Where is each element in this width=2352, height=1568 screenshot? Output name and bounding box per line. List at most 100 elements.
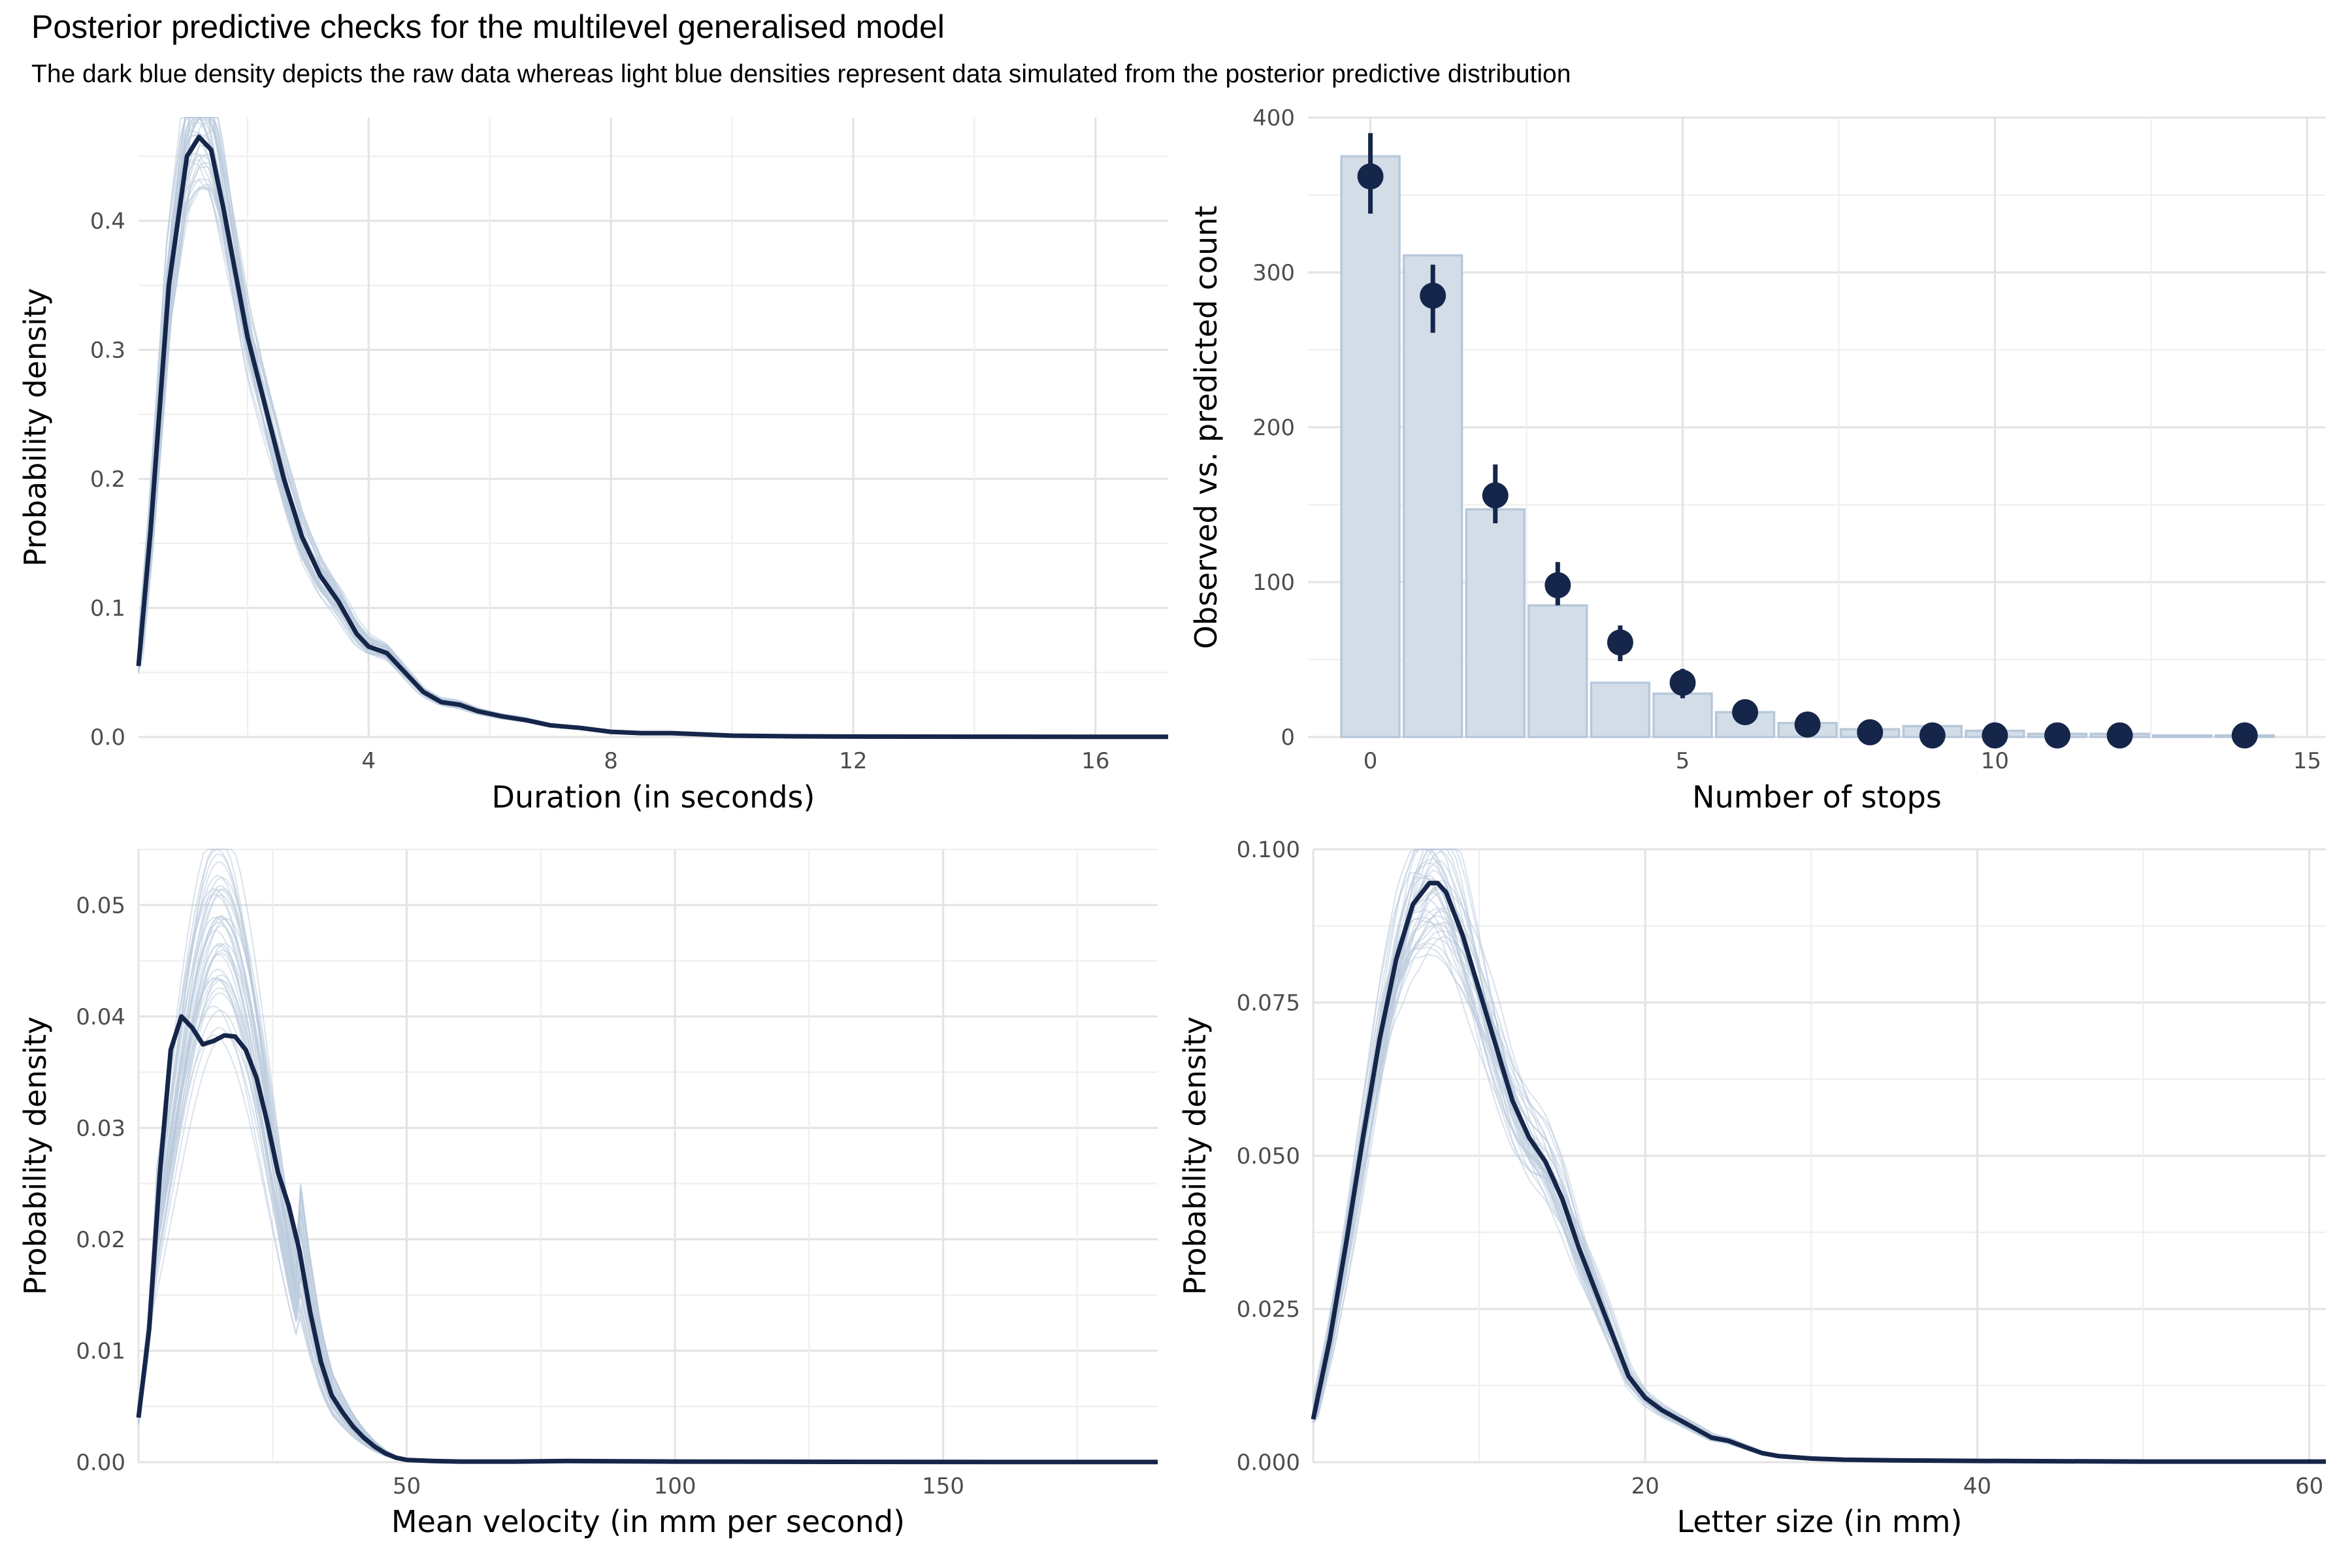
y-tick-label: 0.000 [1237, 1450, 1300, 1476]
x-tick-label: 10 [1981, 748, 2009, 774]
y-tick-label: 100 [1252, 570, 1295, 596]
replicated-density-line [1313, 946, 2326, 1463]
replicated-density-line [1313, 917, 2326, 1463]
y-tick-label: 300 [1252, 260, 1295, 286]
replicated-density-line [138, 152, 1168, 738]
replicated-density-line [138, 154, 1168, 738]
gridlines [137, 848, 1158, 1463]
replicated-density-line [138, 134, 1168, 738]
y-axis-title: Probability density [18, 1017, 53, 1295]
replicated-density-line [138, 943, 1158, 1463]
replicated-density-line [138, 122, 1168, 738]
predicted-point-2 [1482, 482, 1509, 509]
replicated-density-line [138, 188, 1168, 738]
replicated-density-line [1313, 891, 2326, 1463]
replicated-density-line [138, 117, 1168, 738]
replicated-density-line [138, 917, 1158, 1463]
x-tick-label: 150 [922, 1473, 964, 1499]
bar-stops-1 [1402, 254, 1463, 738]
observed-bars [1340, 155, 2275, 738]
x-tick-label: 60 [2295, 1473, 2323, 1499]
replicated-density-line [138, 930, 1158, 1463]
page-title: Posterior predictive checks for the mult… [31, 8, 945, 45]
y-axis-title: Probability density [18, 288, 53, 566]
replicated-density-line [138, 166, 1168, 738]
replicated-density-line [1313, 936, 2326, 1463]
replicated-density-line [138, 921, 1158, 1463]
replicated-density-line [138, 117, 1168, 738]
predicted-point-11 [2044, 722, 2070, 749]
y-tick-label: 0.4 [90, 208, 125, 235]
replicated-density-line [138, 117, 1168, 738]
replicated-densities [138, 848, 1158, 1463]
replicated-density-line [138, 144, 1168, 738]
replicated-density-line [138, 885, 1158, 1463]
replicated-density-line [1313, 879, 2326, 1463]
y-tick-label: 0.3 [90, 338, 125, 364]
replicated-density-line [138, 117, 1168, 738]
replicated-density-line [138, 117, 1168, 738]
replicated-density-line [138, 116, 1168, 738]
y-tick-label: 0.02 [76, 1227, 125, 1253]
replicated-density-line [138, 876, 1158, 1463]
y-tick-label: 0.050 [1237, 1143, 1300, 1169]
replicated-density-line [1313, 878, 2326, 1463]
replicated-density-line [1313, 923, 2326, 1463]
replicated-density-line [138, 949, 1158, 1463]
y-tick-label: 0.03 [76, 1115, 125, 1141]
replicated-density-line [138, 117, 1168, 738]
y-tick-label: 0.01 [76, 1338, 125, 1364]
predicted-point-5 [1669, 670, 1696, 696]
y-axis-title: Probability density [1177, 1017, 1213, 1295]
replicated-density-line [138, 161, 1168, 738]
predicted-intervals [1357, 133, 2258, 749]
x-tick-labels: 50 100 150 [393, 1473, 964, 1499]
replicated-density-line [138, 849, 1158, 1463]
y-tick-labels: 0.000 0.025 0.050 0.075 0.100 [1237, 837, 1300, 1476]
panel-letter_size: 0.000 0.025 0.050 0.075 0.100 20 40 60 Letter si… [1177, 837, 2327, 1539]
predicted-point-14 [2231, 722, 2258, 749]
x-tick-label: 16 [1081, 748, 1109, 774]
replicated-density-line [1313, 909, 2326, 1463]
x-tick-label: 12 [839, 748, 867, 774]
replicated-density-line [138, 117, 1168, 738]
x-tick-label: 4 [361, 748, 376, 774]
replicated-density-line [138, 118, 1168, 738]
replicated-density-line [138, 117, 1168, 738]
replicated-density-line [138, 117, 1168, 738]
y-tick-label: 0.100 [1237, 837, 1300, 863]
replicated-density-line [138, 943, 1158, 1463]
replicated-density-line [138, 117, 1168, 738]
observed-density-line [136, 135, 1169, 740]
y-tick-label: 400 [1252, 105, 1295, 131]
replicated-density-line [138, 861, 1158, 1463]
replicated-density-line [138, 159, 1168, 738]
x-axis-title: Duration (in seconds) [492, 779, 815, 815]
replicated-density-line [138, 117, 1168, 738]
replicated-density-line [138, 133, 1168, 738]
bar-stops-5 [1652, 692, 1713, 738]
y-tick-label: 0.05 [76, 892, 125, 919]
replicated-density-line [138, 894, 1158, 1463]
replicated-density-line [138, 889, 1158, 1463]
replicated-density-line [138, 849, 1158, 1463]
replicated-density-line [138, 944, 1158, 1463]
predicted-point-3 [1544, 572, 1571, 598]
y-tick-label: 0.0 [90, 725, 125, 751]
replicated-density-line [1313, 937, 2327, 1463]
replicated-density-line [1313, 869, 2326, 1463]
replicated-density-line [138, 154, 1168, 738]
panel-duration: 0.0 0.1 0.2 0.3 0.4 4 8 12 16 Duration (in second… [18, 116, 1169, 815]
panel-velocity: 0.00 0.01 0.02 0.03 0.04 0.05 50 100 150 Mean vel… [18, 848, 1158, 1539]
predicted-point-1 [1420, 282, 1446, 309]
replicated-density-line [1313, 943, 2326, 1463]
y-tick-label: 0.075 [1237, 990, 1300, 1017]
replicated-density-line [138, 121, 1168, 738]
x-tick-labels: 0 5 10 15 [1364, 748, 2321, 774]
replicated-density-line [138, 917, 1158, 1463]
x-tick-label: 50 [393, 1473, 421, 1499]
y-tick-label: 0.025 [1237, 1297, 1300, 1323]
y-tick-labels: 0.00 0.01 0.02 0.03 0.04 0.05 [76, 892, 125, 1476]
replicated-density-line [138, 915, 1158, 1463]
predicted-point-7 [1794, 711, 1821, 738]
